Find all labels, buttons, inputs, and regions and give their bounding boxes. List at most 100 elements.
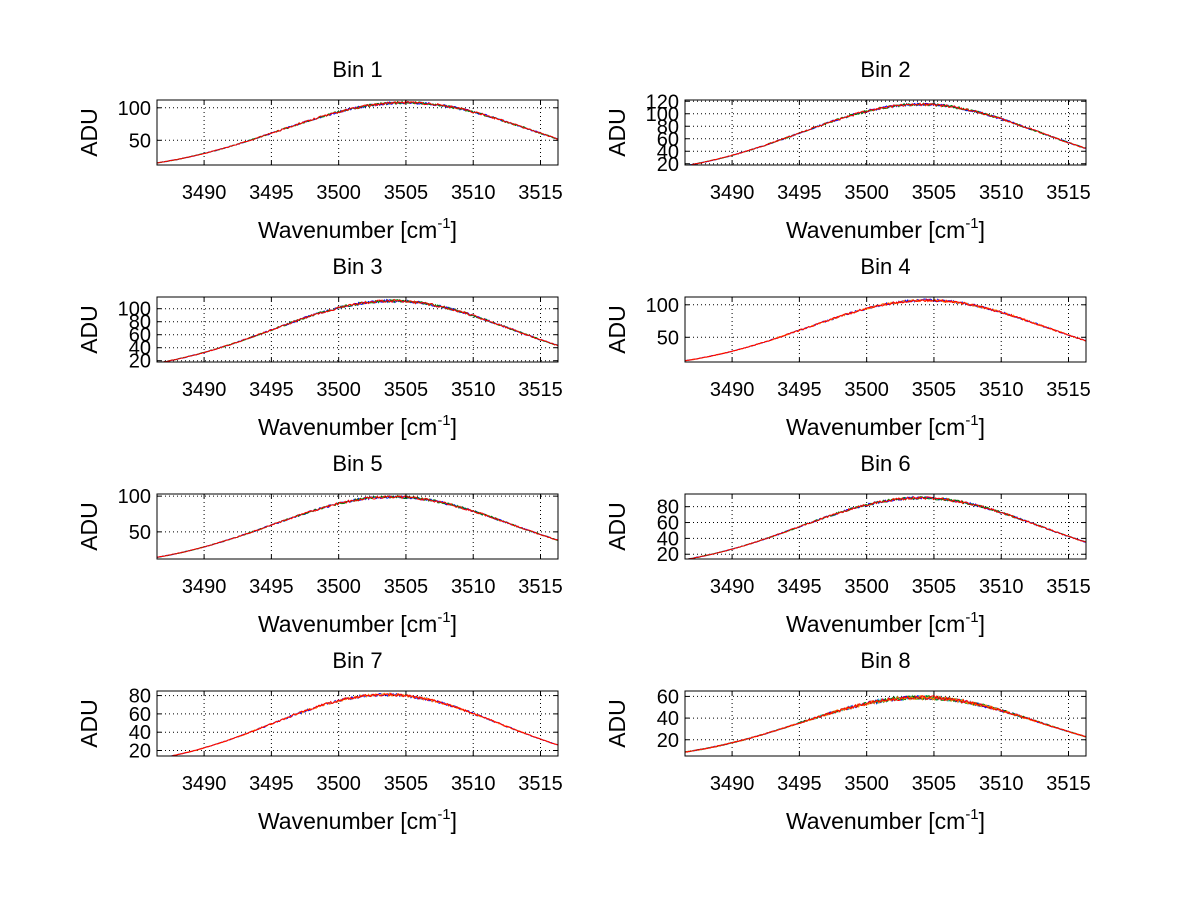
y-axis-label: ADU [604,699,630,748]
x-tick-label: 3505 [912,773,957,795]
x-axis-label: Wavenumber [cm-1] [258,215,457,243]
y-tick-label: 60 [657,513,679,535]
y-tick-label: 100 [646,295,679,317]
panel-title: Bin 7 [332,648,382,673]
panel-title: Bin 8 [860,648,910,673]
x-tick-label: 3515 [1046,773,1091,795]
x-tick-label: 3500 [844,576,889,598]
y-tick-label: 50 [657,327,679,349]
series-line [685,694,1086,753]
x-tick-label: 3510 [451,379,496,401]
y-tick-label: 100 [646,104,679,126]
x-tick-label: 3495 [777,379,822,401]
x-axis-label: Wavenumber [cm-1] [786,609,985,637]
series-line [686,102,1086,165]
panel-bin-1: 3490 3495 3500 3505 3510 3515 50 100 Bin 1 Wavenu… [76,57,563,243]
y-tick-label: 80 [657,116,679,138]
y-tick-label: 80 [657,497,679,519]
panel-title: Bin 4 [860,254,910,279]
x-tick-label: 3490 [710,773,755,795]
y-tick-label: 40 [657,528,679,550]
x-tick-label: 3505 [384,379,429,401]
x-tick-label: 3495 [777,576,822,598]
x-axis-label: Wavenumber [cm-1] [258,609,457,637]
x-tick-label: 3510 [451,773,496,795]
y-tick-label: 60 [657,686,679,708]
x-tick-label: 3495 [249,576,294,598]
y-tick-label: 20 [657,154,679,176]
x-tick-label: 3495 [249,379,294,401]
axes-box [156,493,559,560]
y-tick-label: 60 [657,129,679,151]
y-axis-label: ADU [76,305,102,354]
y-tick-label: 120 [646,91,679,113]
x-tick-label: 3490 [710,576,755,598]
x-tick-label: 3505 [912,379,957,401]
axes-box [684,690,1087,757]
y-axis-label: ADU [76,699,102,748]
x-tick-label: 3490 [182,182,227,204]
plot-area [157,691,558,756]
axes-box [156,690,559,757]
y-tick-label: 40 [657,708,679,730]
x-axis-label: Wavenumber [cm-1] [786,806,985,834]
y-tick-label: 20 [129,351,151,373]
axes-box [156,99,559,166]
y-tick-label: 100 [118,486,151,508]
x-tick-label: 3510 [979,773,1024,795]
x-tick-label: 3490 [182,379,227,401]
y-tick-label: 20 [129,741,151,763]
series-line [685,496,1086,559]
y-tick-label: 40 [129,338,151,360]
series-line [157,494,558,558]
x-tick-label: 3515 [1046,379,1091,401]
y-axis-label: ADU [604,305,630,354]
plot-area [685,297,1086,362]
x-tick-label: 3490 [710,379,755,401]
x-tick-label: 3505 [912,182,957,204]
y-tick-label: 80 [129,686,151,708]
x-tick-label: 3505 [384,576,429,598]
y-tick-label: 40 [657,141,679,163]
plot-area [685,100,1086,165]
series-line [685,102,1086,165]
x-tick-label: 3500 [316,182,361,204]
series-line [157,495,558,558]
x-tick-label: 3500 [316,379,361,401]
y-tick-label: 40 [129,722,151,744]
panel-bin-4: 3490 3495 3500 3505 3510 3515 50 100 Bin 4 Wavenu… [604,254,1091,440]
panel-title: Bin 1 [332,57,382,82]
x-tick-label: 3495 [777,773,822,795]
panel-bin-5: 3490 3495 3500 3505 3510 3515 50 100 Bin 5 Wavenu… [76,451,563,637]
axes-box [684,493,1087,560]
axes-box [156,296,559,363]
axes-box [684,296,1087,363]
y-tick-label: 50 [129,130,151,152]
x-tick-label: 3515 [518,773,563,795]
panel-title: Bin 3 [332,254,382,279]
y-axis-label: ADU [604,502,630,551]
x-tick-label: 3495 [777,182,822,204]
x-tick-label: 3515 [1046,576,1091,598]
x-tick-label: 3490 [710,182,755,204]
y-tick-label: 50 [129,522,151,544]
x-axis-label: Wavenumber [cm-1] [786,215,985,243]
x-tick-label: 3510 [979,379,1024,401]
plot-area [157,100,558,165]
y-tick-label: 20 [657,730,679,752]
x-tick-label: 3500 [316,576,361,598]
x-tick-label: 3500 [844,773,889,795]
x-tick-label: 3495 [249,182,294,204]
y-tick-label: 20 [657,544,679,566]
axes-box [684,99,1087,166]
y-tick-label: 80 [129,312,151,334]
x-tick-label: 3510 [451,182,496,204]
y-axis-label: ADU [76,502,102,551]
x-tick-label: 3505 [384,182,429,204]
x-tick-label: 3515 [518,379,563,401]
